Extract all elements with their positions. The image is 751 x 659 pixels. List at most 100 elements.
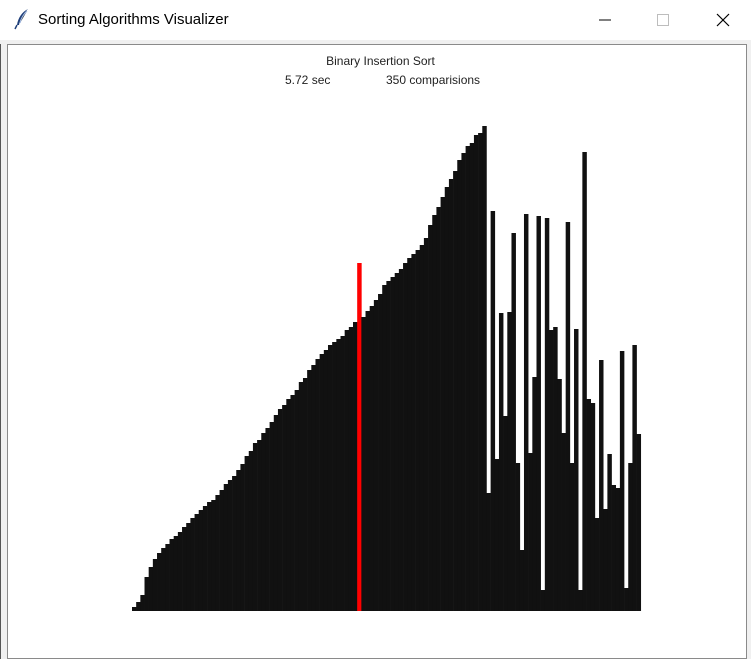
bar xyxy=(236,470,241,611)
bar xyxy=(532,377,537,611)
bar xyxy=(486,493,491,611)
bar xyxy=(411,254,416,611)
bar xyxy=(594,518,600,611)
bar xyxy=(269,422,275,611)
bar xyxy=(319,354,325,611)
bar xyxy=(490,211,496,611)
feather-icon xyxy=(12,8,32,30)
maximize-icon xyxy=(657,14,669,26)
bar xyxy=(311,365,316,611)
bar xyxy=(207,502,212,611)
bar xyxy=(582,152,587,611)
bar xyxy=(423,238,429,611)
bar xyxy=(465,146,471,611)
bar xyxy=(469,143,475,611)
bar xyxy=(557,379,562,611)
bar xyxy=(498,313,504,611)
bar xyxy=(611,485,617,611)
bar xyxy=(615,488,621,611)
bar xyxy=(194,514,200,611)
bar xyxy=(515,463,521,611)
bar xyxy=(478,133,483,611)
bar xyxy=(294,390,300,611)
bar xyxy=(348,327,354,611)
bar xyxy=(619,351,625,611)
bar xyxy=(157,553,162,611)
bar xyxy=(136,602,141,611)
bar xyxy=(307,370,312,611)
bar xyxy=(219,490,225,611)
bar xyxy=(536,216,541,611)
bar xyxy=(365,311,370,611)
bar xyxy=(407,258,412,611)
bar xyxy=(461,153,466,611)
bar xyxy=(215,495,220,611)
bar xyxy=(628,463,633,611)
bar xyxy=(223,484,229,611)
title-bar: Sorting Algorithms Visualizer xyxy=(0,0,751,40)
bar xyxy=(390,277,396,611)
maximize-button[interactable] xyxy=(640,0,686,40)
bar xyxy=(302,378,308,611)
bar xyxy=(448,179,454,611)
elapsed-time: 5.72 sec xyxy=(285,73,331,87)
comparison-count: 350 comparisions xyxy=(386,73,481,87)
bar xyxy=(190,518,195,611)
algorithm-name: Binary Insertion Sort xyxy=(326,54,435,68)
bar xyxy=(182,527,187,611)
bar xyxy=(553,327,558,611)
bar xyxy=(361,317,366,611)
bar xyxy=(323,350,329,611)
bar xyxy=(432,215,437,611)
bar xyxy=(457,160,462,611)
bar xyxy=(507,312,512,611)
bar xyxy=(290,395,295,611)
bar xyxy=(636,434,642,611)
close-icon xyxy=(716,13,730,27)
bar xyxy=(398,269,404,611)
bar xyxy=(624,588,629,611)
bar xyxy=(561,433,566,611)
bar xyxy=(403,263,408,611)
bar xyxy=(132,607,137,611)
bar xyxy=(244,456,250,611)
bar xyxy=(436,207,441,611)
minimize-button[interactable] xyxy=(582,0,628,40)
bar xyxy=(169,539,174,611)
bar xyxy=(186,523,191,611)
close-button[interactable] xyxy=(700,0,746,40)
minimize-icon xyxy=(599,19,611,21)
bar xyxy=(511,233,516,611)
bar xyxy=(257,440,262,611)
bar xyxy=(227,480,233,611)
bar xyxy=(574,329,579,611)
bar xyxy=(540,590,546,611)
bar xyxy=(549,330,554,611)
bar xyxy=(248,451,254,611)
window-title: Sorting Algorithms Visualizer xyxy=(38,11,229,28)
bar xyxy=(444,187,450,611)
bar xyxy=(603,509,608,611)
bar xyxy=(344,330,350,611)
bar xyxy=(565,222,571,611)
bar xyxy=(261,433,266,611)
bar xyxy=(599,360,604,611)
bar xyxy=(382,285,387,611)
bar xyxy=(369,306,375,611)
bar xyxy=(419,245,425,611)
bar xyxy=(519,550,525,611)
bar xyxy=(140,595,145,611)
bar xyxy=(440,197,446,611)
bar xyxy=(482,126,487,611)
bar xyxy=(144,577,149,611)
window-edge xyxy=(0,44,1,659)
bar xyxy=(332,342,337,611)
bar xyxy=(202,506,208,611)
bar xyxy=(252,443,258,611)
bar xyxy=(277,409,283,611)
bar xyxy=(578,590,583,611)
bar xyxy=(232,476,237,611)
bar xyxy=(161,548,166,611)
bar xyxy=(386,281,391,611)
bar xyxy=(298,382,304,611)
